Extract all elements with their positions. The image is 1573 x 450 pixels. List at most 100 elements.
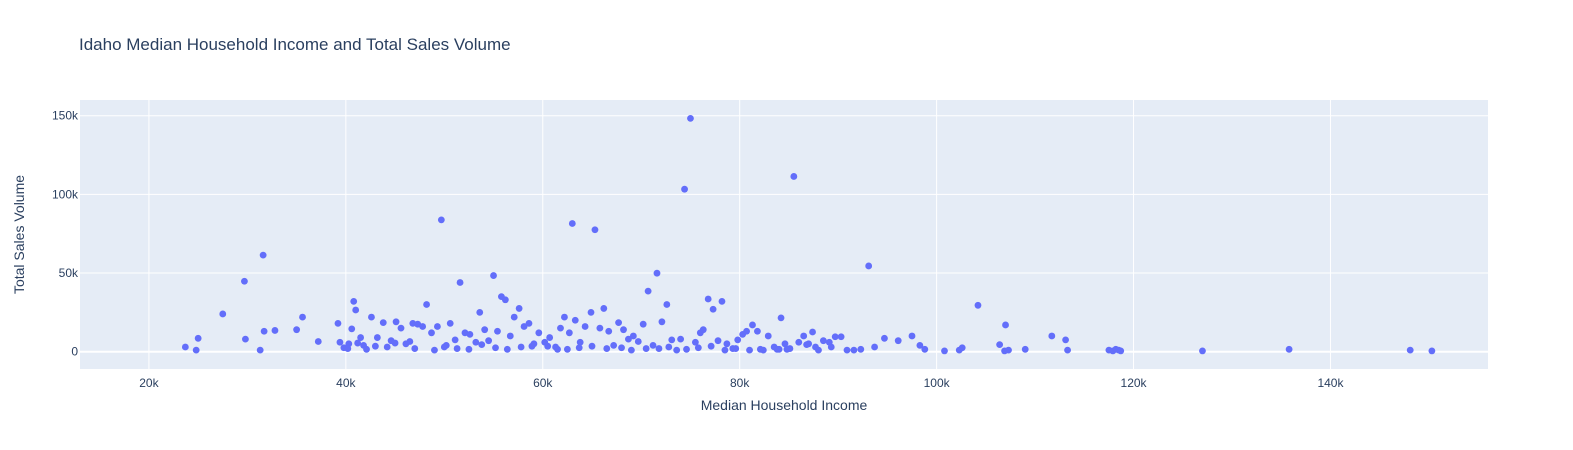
data-point[interactable]	[259, 251, 267, 259]
data-point[interactable]	[1406, 346, 1414, 354]
data-point[interactable]	[406, 338, 414, 345]
data-point[interactable]	[587, 308, 595, 316]
data-point[interactable]	[639, 320, 647, 328]
data-point[interactable]	[831, 333, 839, 341]
data-point[interactable]	[368, 313, 375, 321]
data-point[interactable]	[687, 115, 694, 122]
data-point[interactable]	[423, 301, 430, 308]
data-point[interactable]	[665, 343, 673, 351]
data-point[interactable]	[501, 296, 509, 304]
data-point[interactable]	[192, 346, 200, 354]
data-point[interactable]	[709, 305, 717, 313]
data-point[interactable]	[781, 340, 789, 348]
data-point[interactable]	[476, 308, 484, 316]
data-point[interactable]	[655, 345, 663, 352]
data-point[interactable]	[525, 319, 533, 327]
data-point[interactable]	[437, 216, 445, 224]
data-point[interactable]	[554, 345, 561, 353]
data-point[interactable]	[974, 301, 982, 309]
data-point[interactable]	[1062, 336, 1069, 344]
data-point[interactable]	[510, 313, 518, 321]
data-point[interactable]	[575, 344, 583, 352]
data-point[interactable]	[827, 343, 835, 351]
data-point[interactable]	[392, 318, 400, 326]
data-point[interactable]	[603, 345, 611, 352]
data-point[interactable]	[694, 344, 702, 352]
data-point[interactable]	[520, 323, 528, 330]
data-point[interactable]	[843, 346, 851, 354]
data-point[interactable]	[600, 305, 608, 312]
data-point[interactable]	[773, 345, 781, 353]
data-point[interactable]	[790, 173, 798, 180]
data-point[interactable]	[756, 345, 764, 353]
data-point[interactable]	[506, 332, 514, 340]
data-point[interactable]	[588, 342, 596, 350]
data-point[interactable]	[591, 226, 599, 234]
data-point[interactable]	[581, 323, 589, 330]
data-point[interactable]	[1117, 347, 1125, 355]
data-point[interactable]	[440, 343, 448, 351]
data-point[interactable]	[663, 301, 671, 308]
data-point[interactable]	[649, 342, 657, 349]
data-point[interactable]	[734, 336, 742, 344]
data-point[interactable]	[958, 344, 966, 352]
data-point[interactable]	[803, 341, 811, 349]
data-point[interactable]	[363, 345, 370, 353]
data-point[interactable]	[921, 345, 929, 353]
data-point[interactable]	[809, 328, 816, 336]
data-point[interactable]	[181, 343, 189, 351]
data-point[interactable]	[653, 269, 661, 277]
data-point[interactable]	[718, 297, 726, 305]
data-point[interactable]	[749, 321, 756, 329]
data-point[interactable]	[625, 335, 632, 343]
data-point[interactable]	[494, 327, 501, 335]
data-point[interactable]	[754, 327, 761, 335]
data-point[interactable]	[557, 324, 564, 332]
data-point[interactable]	[723, 340, 731, 348]
data-point[interactable]	[677, 335, 685, 343]
data-point[interactable]	[350, 297, 358, 305]
data-point[interactable]	[627, 346, 635, 354]
data-point[interactable]	[357, 334, 365, 341]
data-point[interactable]	[466, 330, 474, 338]
data-point[interactable]	[1005, 346, 1012, 354]
data-point[interactable]	[881, 334, 888, 342]
data-point[interactable]	[271, 327, 279, 334]
data-point[interactable]	[314, 338, 322, 345]
data-point[interactable]	[544, 342, 552, 350]
data-point[interactable]	[492, 344, 499, 352]
data-point[interactable]	[528, 342, 536, 350]
data-point[interactable]	[256, 346, 264, 354]
data-point[interactable]	[1064, 346, 1071, 354]
data-point[interactable]	[819, 337, 827, 345]
data-point[interactable]	[837, 333, 845, 341]
data-point[interactable]	[681, 185, 688, 193]
data-point[interactable]	[293, 326, 301, 334]
data-point[interactable]	[894, 337, 902, 345]
data-point[interactable]	[446, 319, 454, 327]
data-point[interactable]	[456, 279, 464, 286]
data-point[interactable]	[746, 346, 753, 354]
data-point[interactable]	[721, 346, 729, 354]
data-point[interactable]	[561, 313, 568, 321]
data-point[interactable]	[428, 329, 435, 337]
data-point[interactable]	[517, 343, 525, 351]
data-point[interactable]	[419, 323, 427, 330]
data-point[interactable]	[795, 338, 803, 346]
data-point[interactable]	[1048, 332, 1056, 340]
data-point[interactable]	[857, 345, 865, 353]
data-point[interactable]	[743, 327, 750, 335]
data-point[interactable]	[644, 287, 652, 295]
data-point[interactable]	[568, 220, 576, 227]
data-point[interactable]	[1285, 345, 1293, 353]
data-point[interactable]	[642, 345, 650, 352]
data-point[interactable]	[1428, 347, 1436, 355]
data-point[interactable]	[383, 343, 391, 351]
data-point[interactable]	[699, 326, 707, 334]
data-point[interactable]	[490, 272, 497, 279]
data-point[interactable]	[618, 344, 625, 352]
data-point[interactable]	[576, 338, 584, 346]
data-point[interactable]	[996, 341, 1004, 349]
data-point[interactable]	[260, 327, 268, 335]
data-point[interactable]	[481, 326, 489, 334]
